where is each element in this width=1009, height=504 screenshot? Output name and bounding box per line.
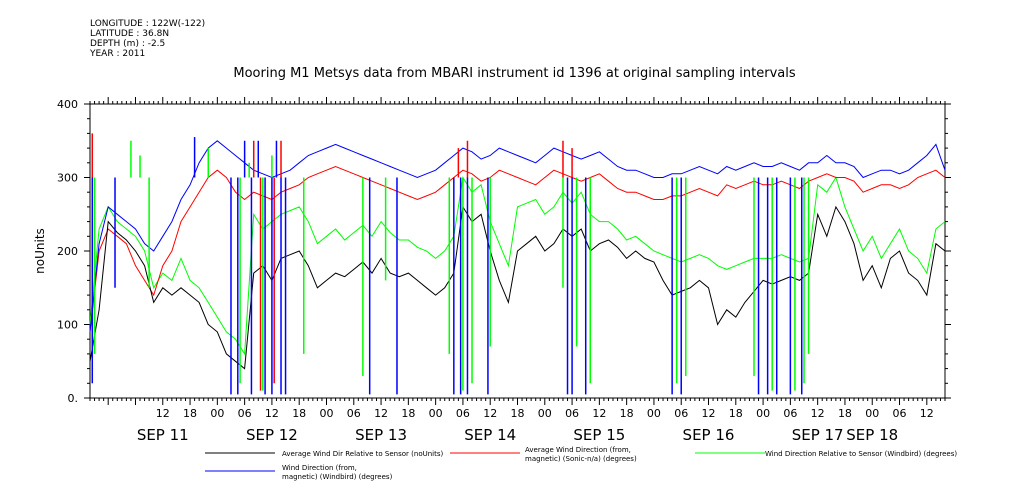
series-blue-line — [89, 140, 946, 332]
x-hour-label: 18 — [838, 407, 852, 420]
x-hour-label: 06 — [674, 407, 688, 420]
y-tick-label: 100 — [57, 319, 78, 332]
x-hour-label: 06 — [565, 407, 579, 420]
x-hour-label: 12 — [265, 407, 279, 420]
legend-red-entry-label: Average Wind Direction (from, — [525, 446, 631, 454]
x-day-label: SEP 11 — [137, 426, 189, 444]
series-black-line — [89, 205, 946, 370]
x-day-label: SEP 14 — [464, 426, 516, 444]
x-hour-label: 00 — [647, 407, 661, 420]
legend-blue-entry-label: Wind Direction (from, — [282, 464, 357, 472]
x-hour-label: 12 — [156, 407, 170, 420]
depth-text: DEPTH (m) : -2.5 — [90, 39, 166, 49]
x-hour-label: 12 — [920, 407, 934, 420]
y-tick-label: 0. — [68, 392, 79, 405]
x-hour-label: 06 — [783, 407, 797, 420]
latitude-text: LATITUDE : 36.8N — [90, 29, 170, 39]
legend-blue-entry-label-2: magnetic) (Windbird) (degrees) — [282, 473, 393, 481]
x-hour-label: 00 — [429, 407, 443, 420]
chart-title: Mooring M1 Metsys data from MBARI instru… — [233, 66, 796, 81]
series-red-line — [89, 165, 946, 332]
year-text: YEAR : 2011 — [90, 49, 146, 59]
y-axis-label: noUnits — [33, 228, 47, 274]
x-day-label: SEP 18 — [846, 426, 898, 444]
x-hour-label: 18 — [292, 407, 306, 420]
longitude-text: LONGITUDE : 122W(-122) — [90, 19, 206, 29]
x-hour-label: 00 — [865, 407, 879, 420]
x-day-label: SEP 13 — [355, 426, 407, 444]
x-hour-label: 00 — [319, 407, 333, 420]
x-hour-label: 00 — [210, 407, 224, 420]
x-hour-label: 12 — [702, 407, 716, 420]
x-hour-label: 06 — [238, 407, 252, 420]
x-hour-label: 06 — [347, 407, 361, 420]
x-hour-label: 12 — [374, 407, 388, 420]
y-tick-label: 300 — [57, 172, 78, 185]
x-hour-label: 06 — [456, 407, 470, 420]
x-hour-label: 00 — [756, 407, 770, 420]
x-day-label: SEP 17 — [792, 426, 844, 444]
x-day-label: SEP 12 — [246, 426, 298, 444]
x-day-label: SEP 16 — [683, 426, 735, 444]
x-hour-label: 18 — [620, 407, 634, 420]
x-day-label: SEP 15 — [573, 426, 625, 444]
legend-red-entry-label-2: magnetic) (Sonic-n/a) (degrees) — [525, 455, 637, 463]
series-green-line — [89, 176, 946, 356]
legend-green-entry-label: Wind Direction Relative to Sensor (Windb… — [765, 450, 957, 458]
legend-black-entry-label: Average Wind Dir Relative to Sensor (noU… — [282, 450, 443, 458]
metadata-block: LONGITUDE : 122W(-122) LATITUDE : 36.8N … — [90, 19, 205, 59]
x-hour-label: 18 — [401, 407, 415, 420]
x-hour-label: 18 — [511, 407, 525, 420]
y-tick-label: 400 — [57, 98, 78, 111]
x-hour-label: 12 — [592, 407, 606, 420]
x-hour-label: 12 — [811, 407, 825, 420]
x-hour-label: 00 — [538, 407, 552, 420]
x-hour-label: 06 — [893, 407, 907, 420]
y-tick-label: 200 — [57, 245, 78, 258]
x-hour-label: 12 — [483, 407, 497, 420]
x-hour-label: 18 — [183, 407, 197, 420]
x-hour-label: 18 — [729, 407, 743, 420]
